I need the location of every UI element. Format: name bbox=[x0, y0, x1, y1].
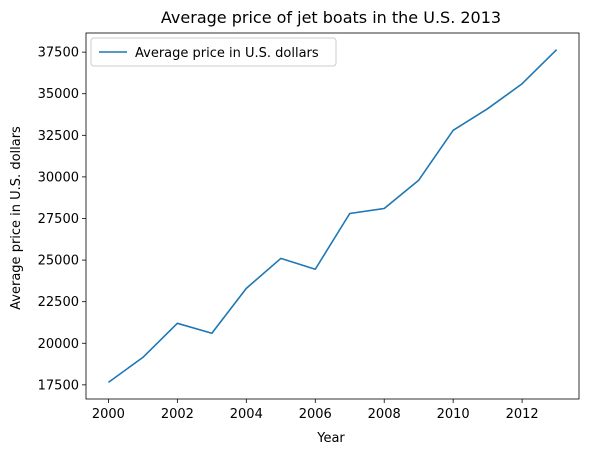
legend-label: Average price in U.S. dollars bbox=[135, 46, 319, 61]
y-tick-label-25000: 25000 bbox=[38, 254, 79, 269]
plot-area: 2000 2002 2004 2006 2008 2010 2012 17500 20000 22… bbox=[38, 32, 580, 422]
x-tick-label-2000: 2000 bbox=[92, 407, 125, 422]
y-tick-label-37500: 37500 bbox=[38, 46, 79, 61]
series-line-0 bbox=[107, 49, 558, 384]
x-axis-label: Year bbox=[316, 431, 345, 446]
y-tick-label-27500: 27500 bbox=[38, 212, 79, 227]
legend: Average price in U.S. dollars bbox=[90, 37, 337, 67]
y-tick-label-35000: 35000 bbox=[38, 87, 79, 102]
y-tick-label-17500: 17500 bbox=[38, 378, 79, 393]
axes-frame bbox=[85, 32, 580, 400]
y-axis-label: Average price in U.S. dollars bbox=[9, 126, 24, 310]
chart-title: Average price of jet boats in the U.S. 2… bbox=[161, 8, 501, 27]
x-tick-label-2012: 2012 bbox=[506, 407, 539, 422]
y-tick-label-30000: 30000 bbox=[38, 170, 79, 185]
y-tick-label-22500: 22500 bbox=[38, 295, 79, 310]
y-tick-label-20000: 20000 bbox=[38, 337, 79, 352]
x-tick-label-2010: 2010 bbox=[437, 407, 470, 422]
x-tick-label-2006: 2006 bbox=[299, 407, 332, 422]
y-tick-label-32500: 32500 bbox=[38, 129, 79, 144]
legend-frame bbox=[90, 37, 337, 67]
x-tick-label-2002: 2002 bbox=[161, 407, 194, 422]
x-tick-label-2008: 2008 bbox=[368, 407, 401, 422]
x-tick-label-2004: 2004 bbox=[230, 407, 263, 422]
